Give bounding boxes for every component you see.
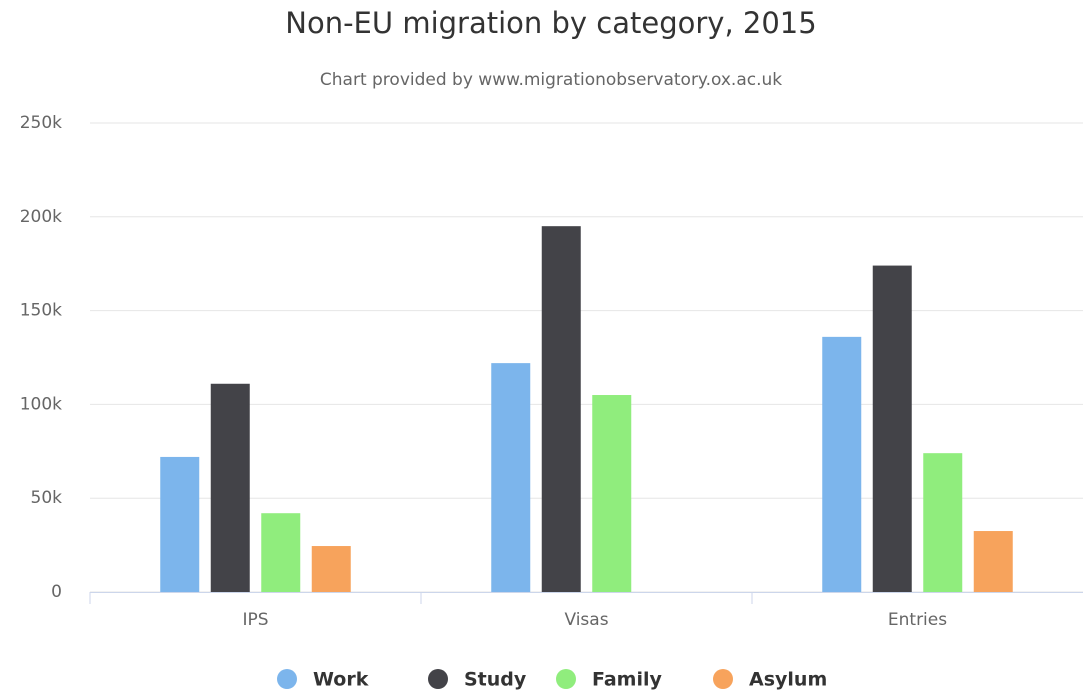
y-tick-label: 250k bbox=[20, 113, 62, 133]
y-tick-label: 100k bbox=[20, 394, 62, 414]
y-tick-label: 0 bbox=[51, 582, 62, 602]
legend-marker bbox=[428, 669, 448, 689]
legend-marker bbox=[713, 669, 733, 689]
y-tick-label: 200k bbox=[20, 207, 62, 227]
y-tick-label: 50k bbox=[31, 488, 63, 508]
chart-subtitle: Chart provided by www.migrationobservato… bbox=[320, 70, 782, 90]
legend-label: Family bbox=[592, 669, 663, 691]
bar bbox=[311, 546, 351, 592]
legend-label: Study bbox=[464, 669, 527, 691]
bar bbox=[923, 453, 963, 592]
legend-marker bbox=[277, 669, 297, 689]
chart-title: Non-EU migration by category, 2015 bbox=[285, 6, 816, 40]
bar bbox=[872, 265, 912, 592]
bar bbox=[822, 336, 862, 592]
bar bbox=[592, 395, 632, 592]
bar bbox=[261, 513, 301, 592]
x-tick-label: Visas bbox=[564, 610, 608, 630]
bar bbox=[491, 363, 531, 592]
y-tick-label: 150k bbox=[20, 301, 62, 321]
x-tick-label: IPS bbox=[242, 610, 268, 630]
legend-label: Asylum bbox=[749, 669, 827, 691]
legend-marker bbox=[556, 669, 576, 689]
bar bbox=[160, 456, 200, 592]
legend-label: Work bbox=[313, 669, 369, 691]
bar bbox=[210, 383, 250, 592]
bar bbox=[973, 531, 1013, 592]
bar bbox=[541, 226, 581, 592]
x-tick-label: Entries bbox=[888, 610, 947, 630]
